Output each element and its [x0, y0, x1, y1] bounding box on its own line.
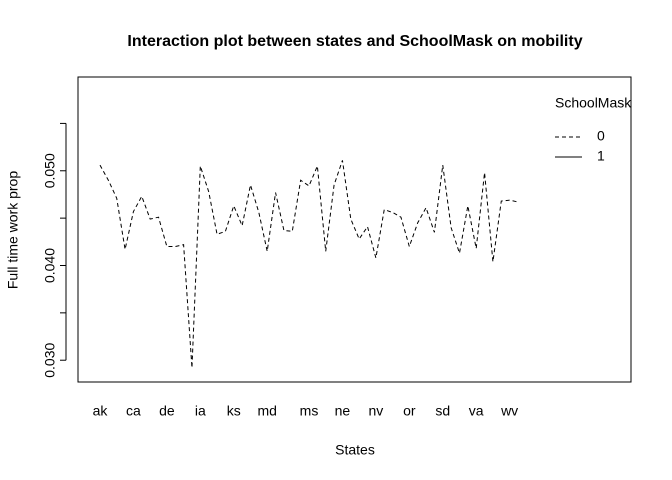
x-tick-label: sd [435, 403, 450, 419]
x-tick-label: ak [93, 403, 109, 419]
plot-box [77, 76, 632, 383]
x-tick-label: or [403, 403, 416, 419]
chart-title: Interaction plot between states and Scho… [127, 33, 582, 50]
y-tick-label: 0.030 [42, 342, 58, 377]
legend-label: 0 [597, 128, 605, 144]
x-tick-label: ks [227, 403, 241, 419]
x-tick-label: ca [126, 403, 141, 419]
data-line [99, 160, 519, 368]
legend-label: 1 [597, 148, 605, 164]
y-axis-label: Full time work prop [5, 171, 21, 289]
y-tick-label: 0.050 [42, 153, 58, 188]
x-axis-label: States [335, 442, 375, 458]
y-tick-label: 0.040 [42, 248, 58, 283]
x-tick-label: ne [335, 403, 351, 419]
x-tick-label: md [257, 403, 276, 419]
x-tick-label: ia [195, 403, 206, 419]
x-tick-label: nv [368, 403, 383, 419]
x-tick-label: va [469, 403, 484, 419]
x-tick-label: de [159, 403, 175, 419]
legend-title: SchoolMask [555, 95, 632, 111]
x-tick-label: ms [300, 403, 319, 419]
x-tick-label: wv [500, 403, 518, 419]
